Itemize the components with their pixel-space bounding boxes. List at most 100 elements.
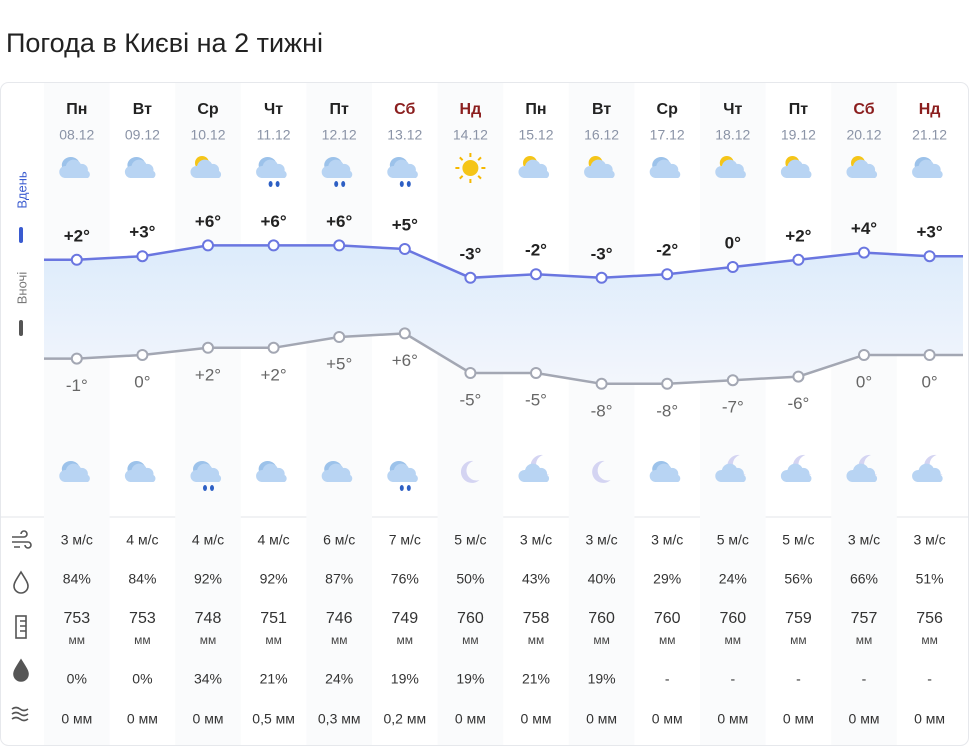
day-point: [70, 253, 83, 266]
cloud: [912, 463, 943, 482]
weekday: Вт: [133, 101, 152, 118]
day-point: [202, 239, 214, 252]
pressure: 756: [916, 610, 943, 627]
pressure-icon-ticks: [20, 620, 26, 632]
date: 19.12: [781, 127, 816, 143]
humidity: 51%: [916, 571, 944, 587]
day-temp: +2°: [785, 226, 811, 245]
weekday: Ср: [197, 101, 219, 118]
precip-chance: 21%: [522, 671, 550, 687]
rain-drop: [268, 181, 273, 187]
wind: 3 м/с: [61, 532, 93, 548]
night-temp: 0°: [134, 372, 150, 391]
sun-ray: [477, 175, 482, 180]
weather-icon: [59, 461, 90, 482]
humidity: 76%: [391, 571, 419, 587]
precip-chance: -: [927, 671, 932, 687]
day-point: [333, 239, 346, 252]
sun-ray: [459, 156, 464, 161]
pressure-unit: мм: [856, 633, 873, 647]
cloud: [321, 463, 353, 482]
cloud: [846, 159, 878, 178]
weather-icon: [124, 157, 156, 178]
weather-icon: [190, 461, 222, 491]
humidity: 92%: [194, 571, 222, 587]
weekday: Сб: [853, 101, 874, 118]
date: 09.12: [125, 127, 160, 143]
pressure: 751: [260, 610, 287, 627]
cloud: [59, 463, 90, 482]
sun-ray: [477, 156, 482, 161]
pressure-unit: мм: [331, 633, 348, 647]
weather-icon: [460, 460, 480, 483]
day-point: [726, 261, 739, 273]
pressure-unit: мм: [790, 633, 807, 647]
night-temp: -7°: [722, 398, 744, 417]
pressure-unit: мм: [593, 633, 610, 647]
precip-chance: 19%: [391, 671, 419, 687]
date: 10.12: [190, 127, 225, 143]
precip: 0 мм: [783, 711, 814, 727]
pressure-unit: мм: [659, 633, 676, 647]
day-line: [44, 244, 963, 280]
precip-chance: 24%: [325, 671, 353, 687]
date: 17.12: [650, 127, 685, 143]
precip: 0 мм: [521, 711, 552, 727]
weekday: Чт: [264, 101, 283, 118]
night-point: [530, 367, 542, 379]
wind: 5 м/с: [454, 532, 486, 548]
pressure-unit: мм: [921, 633, 938, 647]
weather-icon: [592, 460, 611, 483]
day-marker: [19, 227, 23, 243]
precip-chance: -: [665, 671, 670, 687]
pressure-unit: мм: [725, 633, 742, 647]
precip-chance: 34%: [194, 671, 222, 687]
column-bg: [700, 83, 766, 745]
date: 15.12: [518, 127, 553, 143]
weekday: Вт: [592, 101, 611, 118]
day-temp: 0°: [725, 233, 741, 252]
column-bg: [175, 83, 241, 745]
cloud: [715, 159, 746, 178]
rain-drop: [203, 485, 207, 491]
day-temp: -2°: [656, 241, 678, 260]
date: 13.12: [387, 127, 422, 143]
weather-icon: [584, 156, 615, 178]
sun: [462, 160, 479, 176]
weather-icon: [455, 153, 486, 183]
night-temp: -8°: [591, 401, 613, 420]
night-temp: -6°: [787, 394, 809, 413]
cloud: [190, 463, 222, 482]
precip: 0,2 мм: [383, 711, 426, 727]
weather-icon: [846, 156, 878, 178]
pressure: 753: [63, 610, 90, 627]
temp-band: [44, 245, 963, 384]
precip-chance: 0%: [132, 671, 152, 687]
weather-icon: [321, 157, 353, 187]
day-point: [792, 253, 805, 266]
weekday: Пн: [66, 101, 87, 118]
weather-icon: [387, 157, 418, 187]
weekday: Нд: [919, 101, 941, 118]
cloud: [59, 159, 90, 178]
wind: 3 м/с: [585, 532, 617, 548]
precip: 0 мм: [652, 711, 683, 727]
page-title: Погода в Києві на 2 тижні: [6, 28, 323, 58]
night-point: [267, 341, 280, 354]
cloud: [124, 463, 156, 482]
pressure: 760: [719, 610, 746, 627]
wind: 3 м/с: [651, 532, 683, 548]
precip-chance: -: [862, 671, 867, 687]
night-temp: +2°: [195, 365, 221, 384]
night-temp: +2°: [261, 365, 287, 384]
moon: [592, 460, 611, 483]
night-temp: -1°: [66, 376, 88, 395]
precip: 0 мм: [127, 711, 158, 727]
humidity: 56%: [784, 571, 812, 587]
cloud: [256, 159, 287, 178]
pressure-unit: мм: [200, 633, 217, 647]
night-temp: 0°: [856, 372, 872, 391]
rain-drop: [275, 181, 280, 187]
pressure: 759: [785, 610, 812, 627]
